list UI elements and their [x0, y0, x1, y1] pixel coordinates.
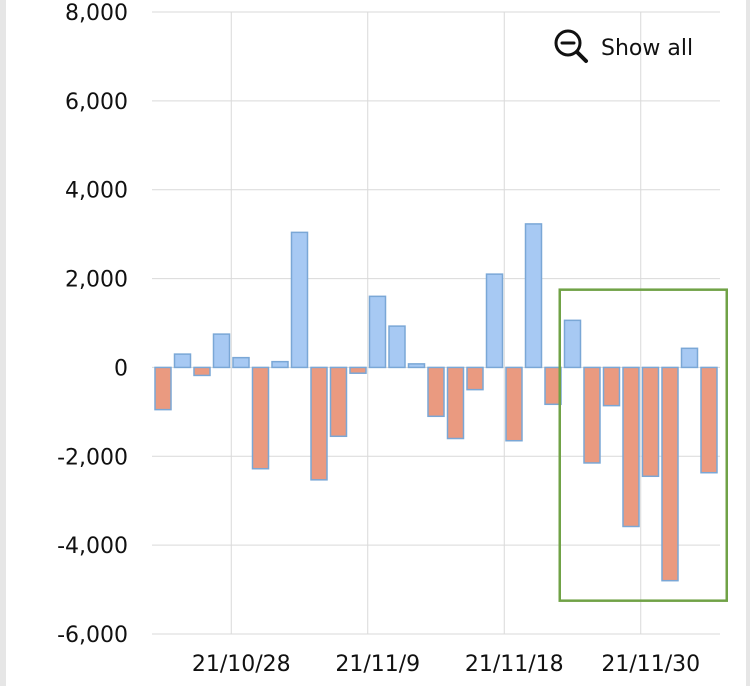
selection-highlight [558, 288, 728, 602]
bar-negative [700, 366, 718, 474]
grid [152, 11, 720, 635]
bar-negative [310, 366, 328, 481]
bar-negative [251, 366, 270, 470]
bar-positive [232, 356, 250, 369]
x-axis-ticks: 21/10/28 21/11/9 21/11/18 21/11/30 [192, 652, 700, 677]
bar-positive [485, 273, 504, 369]
bar-negative [661, 366, 679, 582]
x-tick-label: 21/10/28 [192, 652, 291, 677]
y-tick-label: 8,000 [65, 1, 128, 26]
bar-positive [368, 295, 387, 369]
y-tick-label: -2,000 [57, 445, 128, 470]
zoom-out-icon [553, 28, 589, 68]
bar-negative [602, 366, 621, 407]
screen-left-edge [0, 0, 6, 686]
bar-positive [680, 347, 699, 369]
bar-negative [622, 366, 640, 528]
bar-negative [466, 366, 484, 391]
y-tick-label: -4,000 [57, 534, 128, 559]
highlight-box [558, 288, 728, 602]
x-tick-label: 21/11/30 [601, 652, 700, 677]
y-tick-label: 2,000 [65, 268, 128, 293]
screen-right-edge [746, 0, 750, 686]
show-all-label: Show all [601, 35, 694, 61]
x-tick-label: 21/11/9 [335, 652, 420, 677]
y-tick-label: 6,000 [65, 90, 128, 115]
bar-negative [446, 366, 465, 440]
bar-negative [154, 366, 172, 411]
x-tick-label: 21/11/18 [465, 652, 564, 677]
y-tick-label: 4,000 [65, 179, 128, 204]
bar-negative [193, 366, 211, 377]
bar-positive [563, 319, 582, 369]
bar-negative [427, 366, 445, 418]
bar-positive [173, 353, 192, 369]
bar-positive [407, 363, 426, 369]
bar-positive [290, 231, 309, 369]
y-axis-ticks: 8,000 6,000 4,000 2,000 0 -2,000 -4,000 -6,000 [57, 1, 128, 648]
y-tick-label: -6,000 [57, 623, 128, 648]
bar-negative [329, 366, 348, 438]
show-all-button[interactable]: Show all [553, 28, 693, 68]
bar-positive [271, 360, 289, 369]
bar-negative [349, 366, 367, 374]
bars [154, 223, 718, 582]
bar-positive [524, 223, 543, 369]
bar-positive [388, 325, 406, 369]
bar-negative [583, 366, 601, 464]
y-tick-label: 0 [114, 356, 128, 381]
bar-negative [641, 366, 660, 478]
bar-positive [212, 333, 231, 369]
bar-negative [505, 366, 523, 442]
